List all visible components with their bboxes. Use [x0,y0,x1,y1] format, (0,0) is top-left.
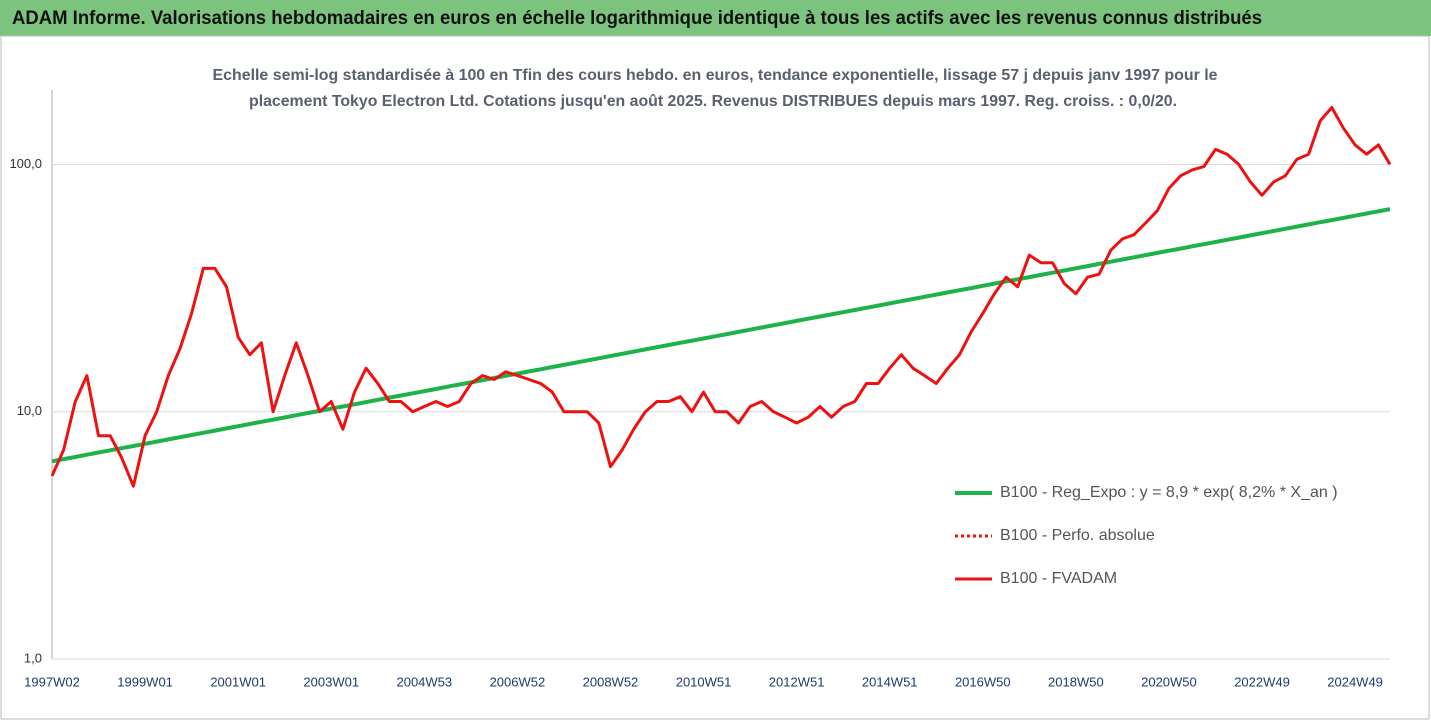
x-tick-label: 2020W50 [1141,674,1197,689]
series-line [50,106,1392,488]
legend-label: B100 - FVADAM [1000,570,1117,587]
chart-title: Echelle semi-log standardisée à 100 en T… [213,67,1218,84]
x-tick-label: 2004W53 [396,674,452,689]
x-tick-label: 2018W50 [1048,674,1104,689]
x-tick-label: 2022W49 [1234,674,1290,689]
chart-title: placement Tokyo Electron Ltd. Cotations … [249,93,1177,110]
legend-label: B100 - Reg_Expo : y = 8,9 * exp( 8,2% * … [1000,484,1338,501]
x-tick-label: 2024W49 [1327,674,1383,689]
y-tick-label: 10,0 [17,403,42,418]
y-tick-label: 1,0 [24,650,42,665]
chart-frame [0,35,1430,720]
x-tick-label: 2008W52 [583,674,639,689]
header-title: ADAM Informe. Valorisations hebdomadaire… [12,8,1262,29]
x-tick-label: 1999W01 [117,674,173,689]
x-tick-label: 1997W02 [24,674,80,689]
header-bar [0,0,1431,36]
legend-label: B100 - Perfo. absolue [1000,527,1155,544]
x-tick-label: 2012W51 [769,674,825,689]
x-tick-label: 2001W01 [210,674,266,689]
x-tick-label: 2006W52 [490,674,546,689]
y-tick-label: 100,0 [9,156,42,171]
series-line [51,207,1391,464]
x-tick-label: 2016W50 [955,674,1011,689]
x-tick-label: 2014W51 [862,674,918,689]
x-tick-label: 2003W01 [303,674,359,689]
x-tick-label: 2010W51 [676,674,732,689]
